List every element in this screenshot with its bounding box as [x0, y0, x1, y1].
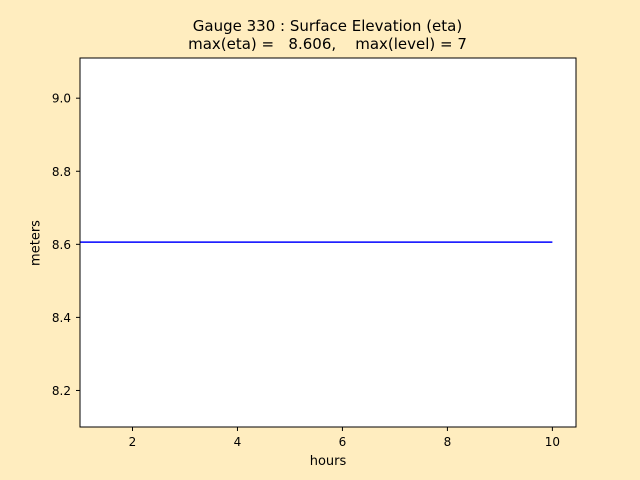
chart-subtitle: max(eta) = 8.606, max(level) = 7	[188, 35, 467, 53]
x-tick-label: 6	[339, 435, 347, 449]
plot-frame	[79, 57, 577, 428]
x-tick-label: 2	[129, 435, 137, 449]
x-tick-label: 8	[444, 435, 452, 449]
x-tick-label: 4	[234, 435, 242, 449]
x-axis-label: hours	[309, 454, 347, 469]
y-tick-label: 9.0	[52, 92, 71, 106]
x-tick-label: 10	[545, 435, 560, 449]
y-tick-label: 8.6	[52, 238, 71, 252]
y-tick-label: 8.4	[52, 311, 71, 325]
chart-title: Gauge 330 : Surface Elevation (eta)	[192, 17, 463, 35]
ticks-layer: 2 4 6 8 10 8.2 8.4 8.6 8.8 9.0	[52, 92, 560, 449]
y-tick-label: 8.8	[52, 165, 71, 179]
y-axis-label: meters	[28, 220, 44, 266]
y-tick-label: 8.2	[52, 384, 71, 398]
